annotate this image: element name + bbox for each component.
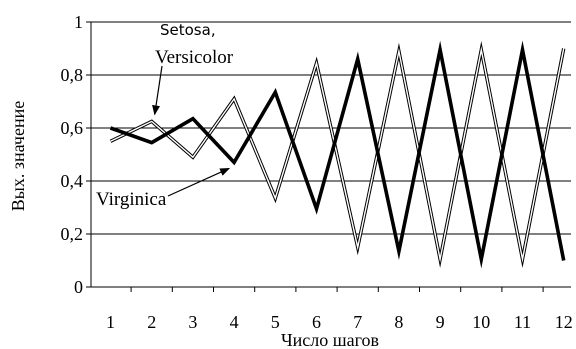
y-tick-label: 0,6	[61, 118, 84, 138]
x-axis-label: Число шагов	[281, 330, 379, 349]
annotation-versicolor: Versicolor	[155, 47, 234, 68]
y-axis-label: Вых. значение	[8, 101, 28, 211]
y-tick-label: 0,4	[61, 171, 84, 191]
x-tick-label: 9	[436, 312, 445, 332]
series-line-inner	[110, 46, 565, 263]
axes: 00,20,40,60,811 2 3 4 5 6 7 8 9 10 11 12	[61, 12, 573, 332]
x-tick-label: 11	[514, 312, 531, 332]
annotations: Setosa, Versicolor Virginica	[96, 21, 234, 210]
y-tick-label: 0	[74, 277, 83, 297]
y-tick-label: 0,2	[61, 224, 84, 244]
x-tick-label: 2	[147, 312, 156, 332]
x-tick-label: 1	[106, 312, 115, 332]
x-tick-label: 4	[230, 312, 239, 332]
series-line-bold	[109, 40, 566, 269]
y-tick-label: 1	[74, 12, 83, 32]
arrow-virginica	[167, 167, 231, 197]
x-tick-label: 7	[353, 312, 362, 332]
y-tick-label: 0,8	[61, 65, 84, 85]
x-tick-label: 5	[271, 312, 280, 332]
x-tick-label: 10	[472, 312, 490, 332]
x-tick-label: 6	[312, 312, 321, 332]
x-tick-label: 3	[188, 312, 197, 332]
series-group	[109, 40, 566, 269]
x-tick-label: 8	[394, 312, 403, 332]
annotation-setosa: Setosa,	[160, 21, 216, 39]
arrow-setosa	[152, 65, 163, 116]
annotation-virginica: Virginica	[96, 189, 167, 210]
x-tick-label: 12	[555, 312, 573, 332]
